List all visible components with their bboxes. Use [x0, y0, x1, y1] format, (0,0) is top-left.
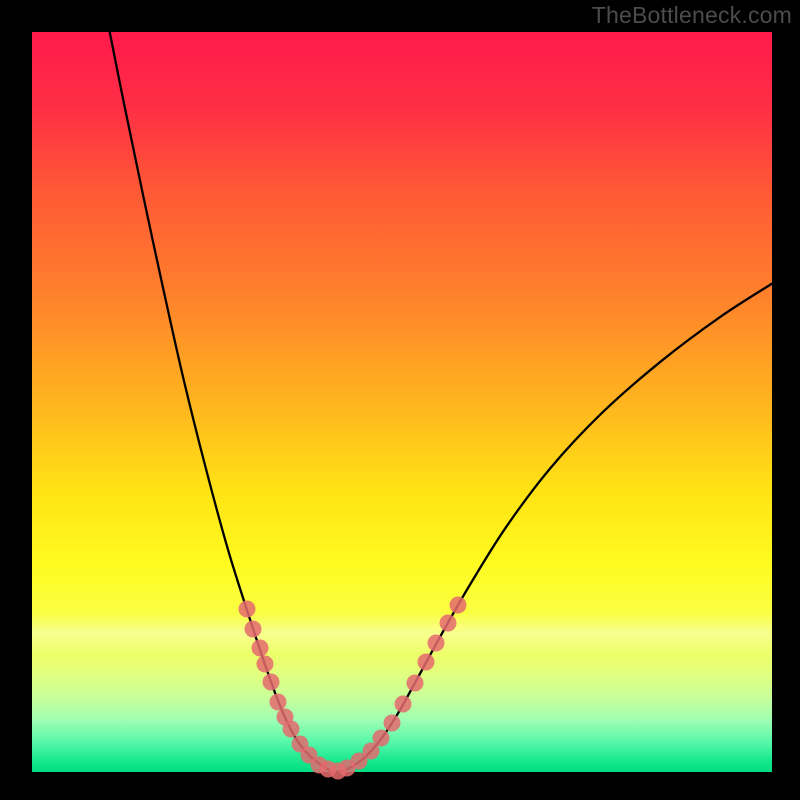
watermark-text: TheBottleneck.com [592, 2, 792, 29]
bottleneck-curve [110, 32, 772, 772]
data-marker [251, 639, 268, 656]
data-marker [450, 596, 467, 613]
data-marker [395, 695, 412, 712]
data-marker [417, 654, 434, 671]
data-marker [439, 614, 456, 631]
data-marker [238, 601, 255, 618]
data-marker [270, 693, 287, 710]
data-marker [407, 675, 424, 692]
data-marker [263, 673, 280, 690]
data-marker [428, 635, 445, 652]
curve-layer [0, 0, 800, 800]
chart-frame: TheBottleneck.com [0, 0, 800, 800]
data-marker [383, 715, 400, 732]
data-marker [373, 729, 390, 746]
data-marker [245, 621, 262, 638]
data-marker [257, 655, 274, 672]
